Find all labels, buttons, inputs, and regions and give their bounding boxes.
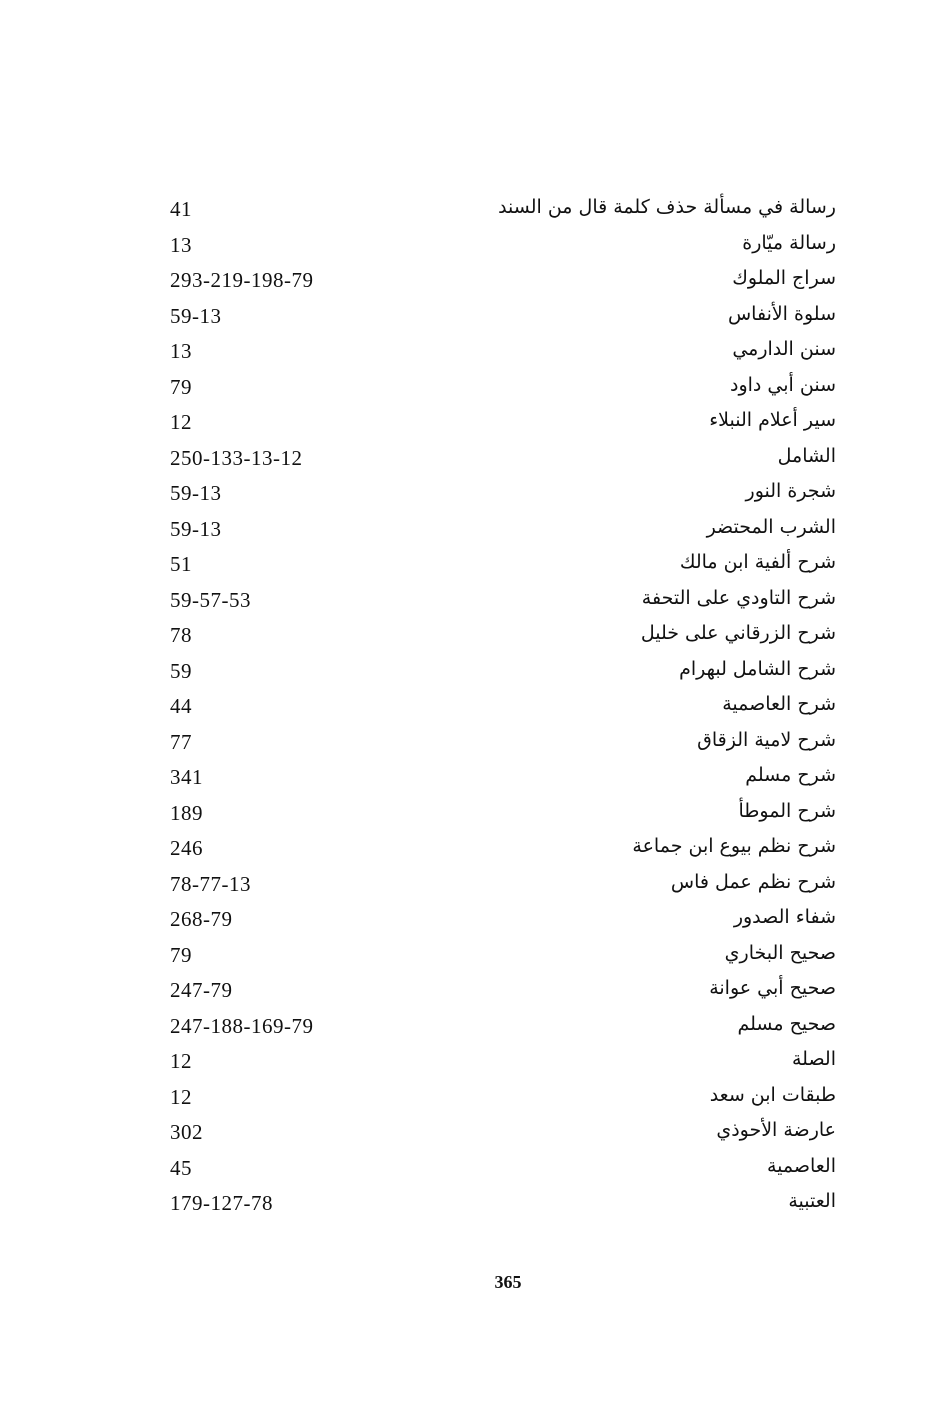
index-entry: صحيح أبي عوانة 247-79: [0, 973, 944, 1007]
index-entry: شرح الشامل لبهرام 59: [0, 654, 944, 688]
entry-pages: 341: [170, 765, 203, 789]
entry-title: شرح العاصمية: [722, 693, 836, 715]
entry-pages: 247-79: [170, 978, 233, 1002]
index-entry: سنن أبي داود 79: [0, 370, 944, 404]
entry-pages: 12: [170, 410, 192, 434]
index-entry: شرح ألفية ابن مالك 51: [0, 547, 944, 581]
entry-pages: 12: [170, 1049, 192, 1073]
entry-title: صحيح مسلم: [737, 1012, 837, 1035]
index-entry: شرح الزرقاني على خليل 78: [0, 618, 944, 652]
entry-pages: 293-219-198-79: [170, 268, 314, 292]
entry-pages: 302: [170, 1120, 203, 1144]
entry-title: صحيح البخاري: [724, 941, 836, 964]
entry-title: سلوة الأنفاس: [727, 302, 836, 325]
entry-pages: 268-79: [170, 907, 233, 931]
entry-title: العتبية: [788, 1190, 836, 1212]
entry-pages: 78-77-13: [170, 871, 251, 896]
index-entry: رسالة ميّارة 13: [0, 228, 944, 262]
index-entry: العتبية 179-127-78: [0, 1186, 944, 1220]
index-entry: صحيح مسلم 247-188-169-79: [0, 1009, 944, 1043]
entry-title: العاصمية: [766, 1154, 836, 1177]
entry-title: سنن أبي داود: [730, 373, 836, 396]
index-entry: العاصمية 45: [0, 1151, 944, 1185]
index-entry: سراج الملوك 293-219-198-79: [0, 263, 944, 297]
entry-pages: 78: [170, 623, 192, 647]
index-entry: شرح التاودي على التحفة 59-57-53: [0, 583, 944, 617]
index-entry: عارضة الأحوذي 302: [0, 1115, 944, 1149]
entry-title: سنن الدارمي: [732, 338, 836, 360]
entry-title: شرح لامية الزقاق: [697, 728, 836, 751]
entry-title: سراج الملوك: [732, 267, 836, 289]
entry-title: سير أعلام النبلاء: [709, 409, 836, 431]
entry-title: شرح مسلم: [745, 764, 836, 786]
index-entry: صحيح البخاري 79: [0, 938, 944, 972]
entry-title: الصلة: [791, 1048, 836, 1070]
entry-pages: 59: [170, 658, 192, 683]
index-entry: طبقات ابن سعد 12: [0, 1080, 944, 1114]
index-entry: شفاء الصدور 268-79: [0, 902, 944, 936]
entry-pages: 250-133-13-12: [170, 445, 303, 470]
entry-pages: 59-57-53: [170, 587, 251, 612]
entry-title: شرح الموطأ: [738, 799, 837, 822]
entry-pages: 189: [170, 800, 203, 825]
entry-pages: 77: [170, 729, 192, 754]
entry-title: الشرب المحتضر: [706, 515, 836, 538]
entry-pages: 13: [170, 339, 192, 363]
index-entry: شرح لامية الزقاق 77: [0, 725, 944, 759]
entry-title: رسالة ميّارة: [742, 231, 836, 254]
entry-pages: 247-188-169-79: [170, 1013, 314, 1038]
page-number: 365: [494, 1272, 522, 1292]
entry-title: صحيح أبي عوانة: [709, 977, 836, 999]
entry-title: شفاء الصدور: [733, 906, 836, 928]
entry-pages: 45: [170, 1155, 192, 1180]
entry-title: شرح ألفية ابن مالك: [679, 551, 836, 573]
entry-pages: 179-127-78: [170, 1191, 273, 1215]
index-entry: سير أعلام النبلاء 12: [0, 405, 944, 439]
entry-title: شرح الزرقاني على خليل: [640, 622, 836, 644]
index-entry: شرح الموطأ 189: [0, 796, 944, 830]
entry-title: طبقات ابن سعد: [709, 1083, 836, 1106]
entry-title: شرح التاودي على التحفة: [641, 586, 836, 609]
entry-pages: 44: [170, 694, 192, 718]
entry-title: شرح الشامل لبهرام: [679, 657, 836, 680]
index-entry: الصلة 12: [0, 1044, 944, 1078]
index-entry: الشرب المحتضر 59-13: [0, 512, 944, 546]
entry-title: شرح نظم بيوع ابن جماعة: [632, 835, 836, 857]
index-entry: شرح العاصمية 44: [0, 689, 944, 723]
entry-title: شجرة النور: [745, 480, 836, 502]
entry-pages: 59-13: [170, 516, 222, 541]
index-entry: سلوة الأنفاس 59-13: [0, 299, 944, 333]
index-entry: شرح مسلم 341: [0, 760, 944, 794]
entry-pages: 41: [170, 197, 192, 221]
entry-title: الشامل: [777, 444, 836, 467]
entry-title: عارضة الأحوذي: [716, 1119, 836, 1141]
entry-pages: 79: [170, 374, 192, 399]
entry-pages: 12: [170, 1084, 192, 1109]
entry-pages: 59-13: [170, 481, 222, 505]
entry-pages: 51: [170, 552, 192, 576]
entry-title: شرح نظم عمل فاس: [670, 870, 836, 893]
index-entry: شرح نظم بيوع ابن جماعة 246: [0, 831, 944, 865]
entry-pages: 79: [170, 942, 192, 967]
entry-pages: 59-13: [170, 303, 222, 328]
index-entry: شجرة النور 59-13: [0, 476, 944, 510]
entry-pages: 246: [170, 836, 203, 860]
index-entry: شرح نظم عمل فاس 78-77-13: [0, 867, 944, 901]
entry-title: رسالة في مسألة حذف كلمة قال من السند: [498, 196, 836, 218]
entry-pages: 13: [170, 232, 192, 257]
index-entry: رسالة في مسألة حذف كلمة قال من السند 41: [0, 192, 944, 226]
index-entry: الشامل 250-133-13-12: [0, 441, 944, 475]
index-entry: سنن الدارمي 13: [0, 334, 944, 368]
